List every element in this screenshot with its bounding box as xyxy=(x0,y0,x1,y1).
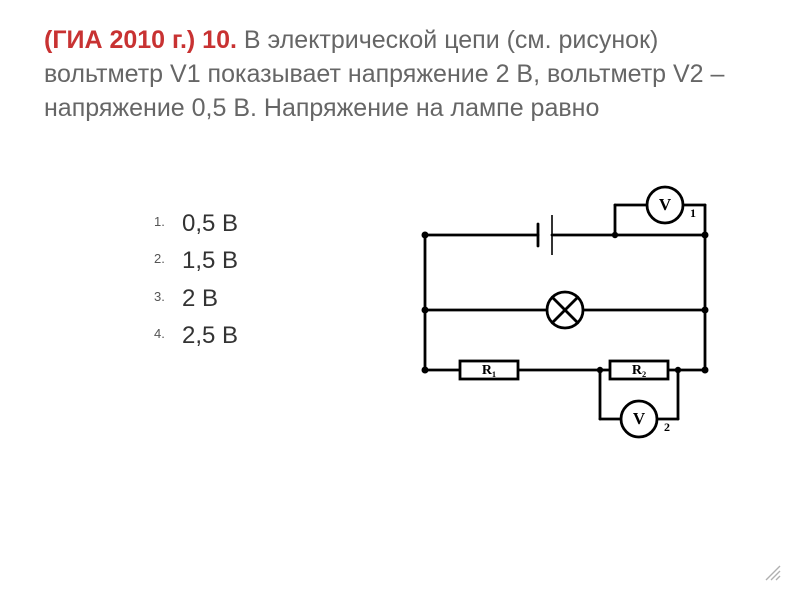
corner-resize-icon xyxy=(764,564,782,582)
answers-block: 0,5 В 1,5 В 2 В 2,5 В xyxy=(44,175,400,455)
question-title: (ГИА 2010 г.) 10. В электрической цепи (… xyxy=(44,24,730,125)
answer-option: 2,5 В xyxy=(154,317,400,354)
svg-text:V: V xyxy=(659,195,672,214)
svg-text:R₂: R₂ xyxy=(632,363,646,378)
question-number: 10. xyxy=(202,26,237,54)
svg-text:2: 2 xyxy=(664,420,670,434)
svg-text:V: V xyxy=(633,409,646,428)
answer-option: 2 В xyxy=(154,280,400,317)
exam-label: (ГИА 2010 г.) xyxy=(44,26,195,54)
answer-option: 1,5 В xyxy=(154,242,400,279)
answer-option: 0,5 В xyxy=(154,205,400,242)
circuit-svg: V 1 R₁ R₂ V 2 xyxy=(405,175,725,455)
svg-text:R₁: R₁ xyxy=(482,363,496,378)
slide: (ГИА 2010 г.) 10. В электрической цепи (… xyxy=(0,0,800,600)
content-row: 0,5 В 1,5 В 2 В 2,5 В V 1 R₁ R₂ V 2 xyxy=(44,175,730,455)
circuit-diagram: V 1 R₁ R₂ V 2 xyxy=(400,175,730,455)
svg-text:1: 1 xyxy=(690,206,696,220)
answers-list: 0,5 В 1,5 В 2 В 2,5 В xyxy=(154,205,400,354)
